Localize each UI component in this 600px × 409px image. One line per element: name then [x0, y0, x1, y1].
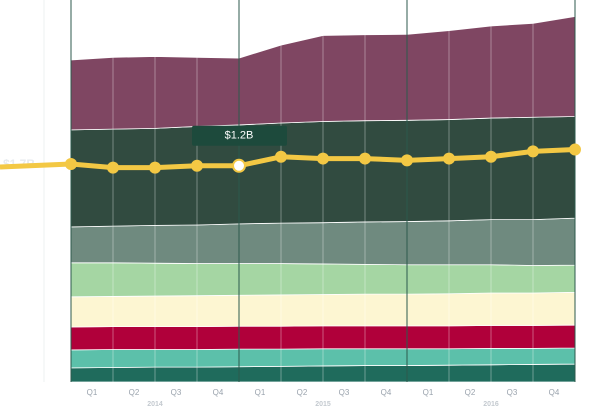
x-tick-label: Q1: [87, 388, 98, 397]
point: [527, 145, 539, 158]
point: [149, 161, 161, 174]
year-label: 2016: [483, 401, 499, 408]
x-tick-label: Q3: [171, 388, 182, 397]
x-tick-label: Q4: [213, 388, 224, 397]
tooltip: $1.2B: [192, 125, 287, 146]
x-tick-label: Q3: [339, 388, 350, 397]
x-tick-label: Q1: [423, 388, 434, 397]
x-tick-label: Q2: [129, 388, 140, 397]
point: [569, 143, 581, 156]
tooltip-box: [192, 125, 287, 146]
year-label: 2014: [147, 401, 163, 408]
x-tick-label: Q1: [255, 388, 266, 397]
point: [485, 150, 497, 163]
point: [191, 159, 203, 172]
x-tick-label: Q4: [549, 388, 560, 397]
point: [107, 161, 119, 174]
x-tick-label: Q3: [507, 388, 518, 397]
point: [232, 158, 246, 173]
x-tick-label: Q4: [381, 388, 392, 397]
point: [317, 152, 329, 165]
point: [401, 154, 413, 167]
x-tick-label: Q2: [465, 388, 476, 397]
point: [359, 152, 371, 165]
line-lead: [0, 161, 72, 170]
year-label: 2015: [315, 401, 331, 408]
tooltip-label: $1.2B: [225, 130, 254, 142]
point: [443, 152, 455, 165]
point: [275, 150, 287, 163]
x-tick-label: Q2: [297, 388, 308, 397]
point: [65, 157, 77, 170]
